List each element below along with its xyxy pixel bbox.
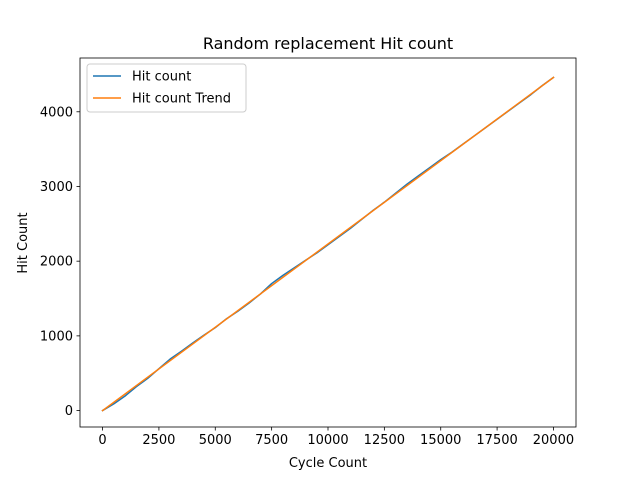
- y-tick-label: 4000: [40, 105, 73, 120]
- x-tick-label: 15000: [420, 433, 461, 448]
- x-tick-label: 0: [98, 433, 106, 448]
- x-axis-label: Cycle Count: [289, 456, 367, 471]
- legend-label-1: Hit count: [132, 70, 191, 85]
- x-tick-label: 2500: [142, 433, 175, 448]
- chart-title: Random replacement Hit count: [203, 34, 453, 53]
- y-tick-label: 0: [65, 404, 73, 419]
- y-tick-label: 2000: [40, 255, 73, 270]
- axes-layer: 0 2500 5000 7500 10000 12500 15000 17500 20000 0 1…: [40, 57, 577, 448]
- x-tick-label: 10000: [307, 433, 348, 448]
- series-line-2: [101, 76, 555, 412]
- x-tick-label: 20000: [533, 433, 574, 448]
- y-tick-label: 3000: [40, 180, 73, 195]
- x-tick-label: 7500: [255, 433, 288, 448]
- legend: Hit count Hit count Trend: [86, 63, 247, 113]
- y-axis-label: Hit Count: [16, 212, 31, 273]
- x-tick-label: 12500: [364, 433, 405, 448]
- legend-label-2: Hit count Trend: [132, 92, 231, 107]
- series-layer: [101, 76, 555, 412]
- x-tick-label: 17500: [476, 433, 517, 448]
- x-tick-label: 5000: [199, 433, 232, 448]
- legend-box: [86, 63, 247, 113]
- y-tick-label: 1000: [40, 329, 73, 344]
